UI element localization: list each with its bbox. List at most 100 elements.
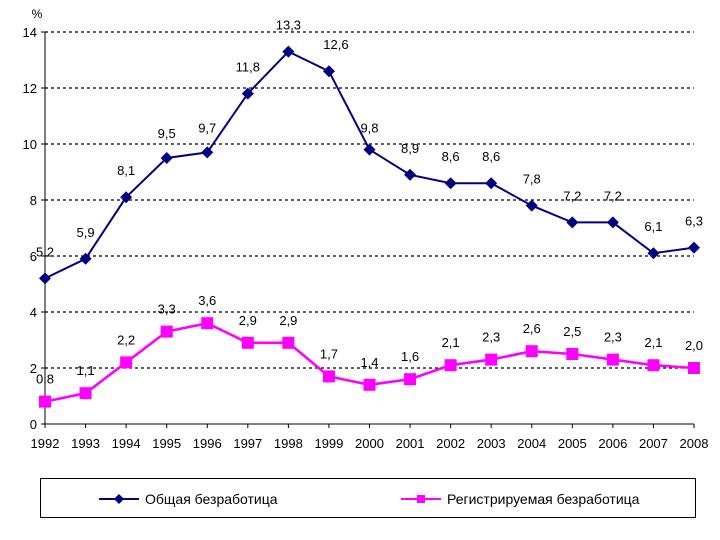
data-label-registered: 2,5 bbox=[563, 324, 581, 339]
data-point-registered bbox=[525, 345, 538, 358]
x-tick-label: 1993 bbox=[71, 436, 100, 451]
y-tick-label: 6 bbox=[30, 249, 37, 264]
data-label-registered: 2,9 bbox=[279, 313, 297, 328]
axes: 0 2 4 6 8 10 12 14% 1992 1993 1994 1995 1996 1997 1998… bbox=[23, 7, 709, 451]
data-label-total: 7,2 bbox=[604, 188, 622, 203]
data-label-registered: 0,8 bbox=[36, 372, 54, 387]
data-label-total: 8,1 bbox=[117, 163, 135, 178]
data-point-total bbox=[688, 241, 700, 254]
data-point-total bbox=[79, 252, 92, 265]
data-label-registered: 2,9 bbox=[239, 313, 257, 328]
data-point-registered bbox=[404, 373, 417, 386]
data-label-registered: 2,1 bbox=[442, 335, 460, 350]
data-label-total: 5,9 bbox=[77, 225, 95, 240]
data-label-total: 9,5 bbox=[158, 126, 176, 141]
data-point-total bbox=[241, 87, 254, 100]
legend-marker-diamond-icon bbox=[99, 494, 139, 504]
data-point-registered bbox=[363, 378, 376, 391]
x-tick-label: 2004 bbox=[517, 436, 546, 451]
legend-label-registered: Регистрируемая безработица bbox=[447, 491, 640, 507]
data-point-registered bbox=[688, 362, 700, 374]
data-label-registered: 2,3 bbox=[482, 330, 500, 345]
data-point-registered bbox=[485, 353, 498, 366]
data-label-registered: 1,4 bbox=[360, 355, 378, 370]
data-label-total: 9,8 bbox=[360, 121, 378, 136]
data-point-total bbox=[160, 152, 173, 164]
data-label-total: 7,2 bbox=[563, 188, 581, 203]
x-tick-label: 2000 bbox=[355, 436, 384, 451]
data-label-total: 9,7 bbox=[198, 120, 216, 135]
data-point-registered bbox=[322, 370, 335, 383]
x-tick-label: 1994 bbox=[112, 436, 141, 451]
x-tick-label: 1996 bbox=[193, 436, 222, 451]
legend-item-total: Общая безработица bbox=[99, 489, 278, 509]
data-point-total bbox=[525, 199, 538, 212]
data-point-registered bbox=[39, 395, 51, 408]
data-point-total bbox=[322, 65, 335, 78]
data-point-total bbox=[363, 143, 376, 156]
data-point-total bbox=[282, 45, 295, 58]
data-point-registered bbox=[444, 359, 457, 372]
data-point-total bbox=[485, 177, 498, 190]
data-point-total bbox=[39, 272, 51, 285]
legend-item-registered: Регистрируемая безработица bbox=[401, 489, 639, 509]
data-label-registered: 3,3 bbox=[158, 302, 176, 317]
gridlines bbox=[45, 31, 694, 369]
series-line-total bbox=[44, 50, 695, 280]
data-label-total: 12,6 bbox=[323, 37, 348, 52]
y-tick-label: 0 bbox=[30, 417, 37, 432]
y-tick-label: 8 bbox=[30, 193, 37, 208]
x-tick-label: 1999 bbox=[314, 436, 343, 451]
data-point-registered bbox=[79, 387, 92, 400]
data-point-total bbox=[566, 216, 579, 229]
data-label-total: 8,6 bbox=[482, 149, 500, 164]
x-tick-label: 2005 bbox=[558, 436, 587, 451]
x-tick-label: 1992 bbox=[31, 436, 60, 451]
data-point-registered bbox=[282, 336, 295, 349]
data-point-registered bbox=[566, 348, 579, 360]
data-label-total: 8,9 bbox=[401, 141, 419, 156]
data-point-total bbox=[120, 191, 133, 204]
data-label-registered: 3,6 bbox=[198, 293, 216, 308]
x-tick-label: 2003 bbox=[477, 436, 506, 451]
data-point-registered bbox=[160, 325, 173, 338]
x-tick-label: 1995 bbox=[152, 436, 181, 451]
y-tick-label: 4 bbox=[30, 305, 37, 320]
y-unit-label: % bbox=[32, 7, 43, 21]
data-label-registered: 2,2 bbox=[117, 332, 135, 347]
legend: Общая безработица Регистрируемая безрабо… bbox=[40, 478, 696, 518]
series-layer bbox=[39, 45, 700, 408]
data-label-registered: 1,7 bbox=[320, 346, 338, 361]
x-tick-label: 1998 bbox=[274, 436, 303, 451]
data-label-registered: 2,3 bbox=[604, 330, 622, 345]
x-tick-label: 2007 bbox=[639, 436, 668, 451]
x-tick-label: 1997 bbox=[233, 436, 262, 451]
data-label-total: 6,1 bbox=[644, 219, 662, 234]
data-label-registered: 2,0 bbox=[685, 338, 703, 353]
data-point-total bbox=[606, 216, 619, 229]
data-label-registered: 1,6 bbox=[401, 349, 419, 364]
data-label-total: 5,2 bbox=[36, 244, 54, 259]
y-tick-label: 12 bbox=[23, 81, 37, 96]
data-point-total bbox=[647, 247, 660, 260]
y-tick-label: 2 bbox=[30, 361, 37, 376]
data-point-registered bbox=[120, 356, 133, 369]
data-label-total: 11,8 bbox=[236, 60, 260, 75]
data-label-registered: 2,1 bbox=[644, 335, 662, 350]
x-tick-label: 2006 bbox=[598, 436, 627, 451]
x-tick-label: 2001 bbox=[396, 436, 425, 451]
legend-label-total: Общая безработица bbox=[145, 491, 278, 507]
data-label-total: 13,3 bbox=[276, 18, 301, 33]
data-point-total bbox=[444, 177, 457, 190]
data-label-total: 8,6 bbox=[442, 149, 460, 164]
data-point-registered bbox=[606, 353, 619, 366]
legend-marker-square-icon bbox=[401, 495, 441, 503]
data-point-total bbox=[404, 168, 417, 181]
data-label-total: 6,3 bbox=[685, 214, 703, 229]
x-tick-label: 2002 bbox=[436, 436, 465, 451]
data-point-registered bbox=[201, 317, 214, 330]
data-point-registered bbox=[241, 336, 254, 349]
data-label-total: 7,8 bbox=[523, 172, 541, 187]
y-tick-label: 14 bbox=[23, 25, 37, 40]
